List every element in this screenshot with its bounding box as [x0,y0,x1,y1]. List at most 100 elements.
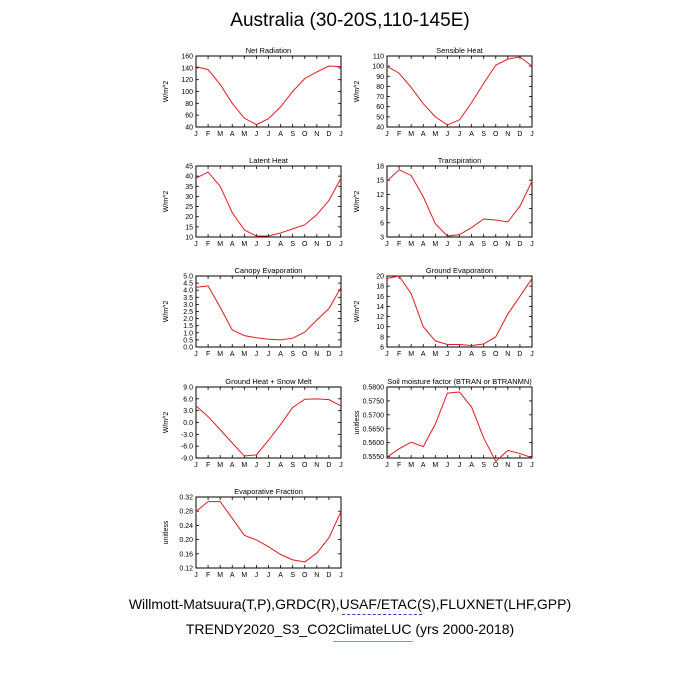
x-tick-label: D [326,351,331,358]
x-tick-label: A [278,241,283,248]
y-axis-label: W/m^2 [354,81,361,103]
panel-soil-moisture-factor: Soil moisture factor (BTRAN or BTRANMN) J… [354,377,534,469]
x-tick-label: O [302,572,308,579]
x-tick-label: J [385,131,389,138]
x-tick-label: M [217,351,223,358]
x-tick-label: J [255,241,258,248]
x-tick-label: M [432,131,438,138]
x-tick-label: M [217,462,223,469]
y-axis-label: W/m^2 [163,412,170,434]
y-tick-label: 3.5 [183,295,193,302]
x-tick-label: N [505,351,510,358]
x-tick-label: J [385,241,389,248]
y-tick-label: 6 [380,345,384,352]
y-tick-label: 16 [376,294,384,301]
plot-frame [195,55,342,128]
y-tick-label: 15 [185,224,193,231]
y-tick-label: 6.0 [183,396,193,403]
y-tick-label: 0.32 [179,495,193,502]
plot-frame [386,275,533,348]
x-tick-label: O [493,241,499,248]
x-tick-label: N [505,131,510,138]
y-tick-label: 15 [376,178,384,185]
y-tick-label: 0.12 [179,566,193,573]
y-tick-label: 0.24 [179,523,193,530]
y-tick-label: 12 [376,192,384,199]
x-tick-label: A [230,241,235,248]
x-tick-label: F [206,462,210,469]
panel-title: Transpiration [438,156,482,165]
x-tick-label: M [408,131,414,138]
y-tick-label: -3.0 [181,432,193,439]
y-tick-label: 30 [185,194,193,201]
x-tick-label: J [267,572,271,579]
y-axis-label: unitless [163,520,170,544]
x-tick-label: J [194,351,198,358]
y-tick-label: 9 [380,206,384,213]
plot-frame [386,55,533,128]
x-tick-label: O [302,131,308,138]
y-axis-label: unitless [354,410,361,434]
x-tick-label: A [230,572,235,579]
x-tick-label: D [517,462,522,469]
plot-frame [386,165,533,238]
x-tick-label: J [446,462,450,469]
x-tick-label: D [326,241,331,248]
panel-title: Ground Evaporation [426,266,493,275]
x-tick-label: A [278,572,283,579]
x-tick-label: M [432,351,438,358]
x-tick-label: A [469,351,474,358]
x-tick-label: M [432,462,438,469]
x-tick-label: A [421,241,426,248]
x-tick-label: J [194,462,198,469]
y-tick-label: 60 [376,104,384,111]
y-tick-label: 10 [376,324,384,331]
series-line [195,398,342,457]
x-tick-label: S [481,131,486,138]
x-tick-label: A [230,131,235,138]
x-tick-label: M [241,131,247,138]
x-tick-label: J [530,131,534,138]
y-tick-label: 40 [185,174,193,181]
x-tick-label: M [241,241,247,248]
y-tick-label: 80 [376,84,384,91]
x-tick-label: S [290,572,295,579]
x-tick-label: F [397,241,401,248]
y-axis-label: W/m^2 [163,81,170,103]
y-tick-label: 12 [376,314,384,321]
x-tick-label: D [326,462,331,469]
y-tick-label: 2.0 [183,316,193,323]
series-line [386,275,533,346]
y-axis-label: W/m^2 [354,191,361,213]
y-tick-label: 0.5650 [363,426,385,433]
x-tick-label: J [385,351,389,358]
x-tick-label: F [397,351,401,358]
y-tick-label: 0.28 [179,509,193,516]
x-tick-label: A [230,462,235,469]
x-tick-label: A [278,462,283,469]
x-tick-label: N [314,572,319,579]
x-tick-label: N [314,241,319,248]
x-tick-label: J [194,131,198,138]
x-tick-label: J [267,131,271,138]
y-tick-label: 0.5800 [363,385,385,392]
y-tick-label: 0.5 [183,337,193,344]
y-tick-label: -9.0 [181,456,193,463]
panel-title: Evaporative Fraction [234,487,303,496]
x-tick-label: J [255,572,258,579]
x-tick-label: A [469,462,474,469]
x-tick-label: N [314,131,319,138]
x-tick-label: O [302,351,308,358]
y-tick-label: 20 [185,214,193,221]
x-tick-label: J [446,241,450,248]
x-tick-label: J [530,462,534,469]
x-tick-label: D [517,241,522,248]
footer-model-run: TRENDY2020_S3_CO2ClimateLUC (yrs 2000-20… [185,621,515,637]
x-tick-label: N [505,241,510,248]
figure-title: Australia (30-20S,110-145E) [230,10,470,31]
y-tick-label: 25 [185,204,193,211]
